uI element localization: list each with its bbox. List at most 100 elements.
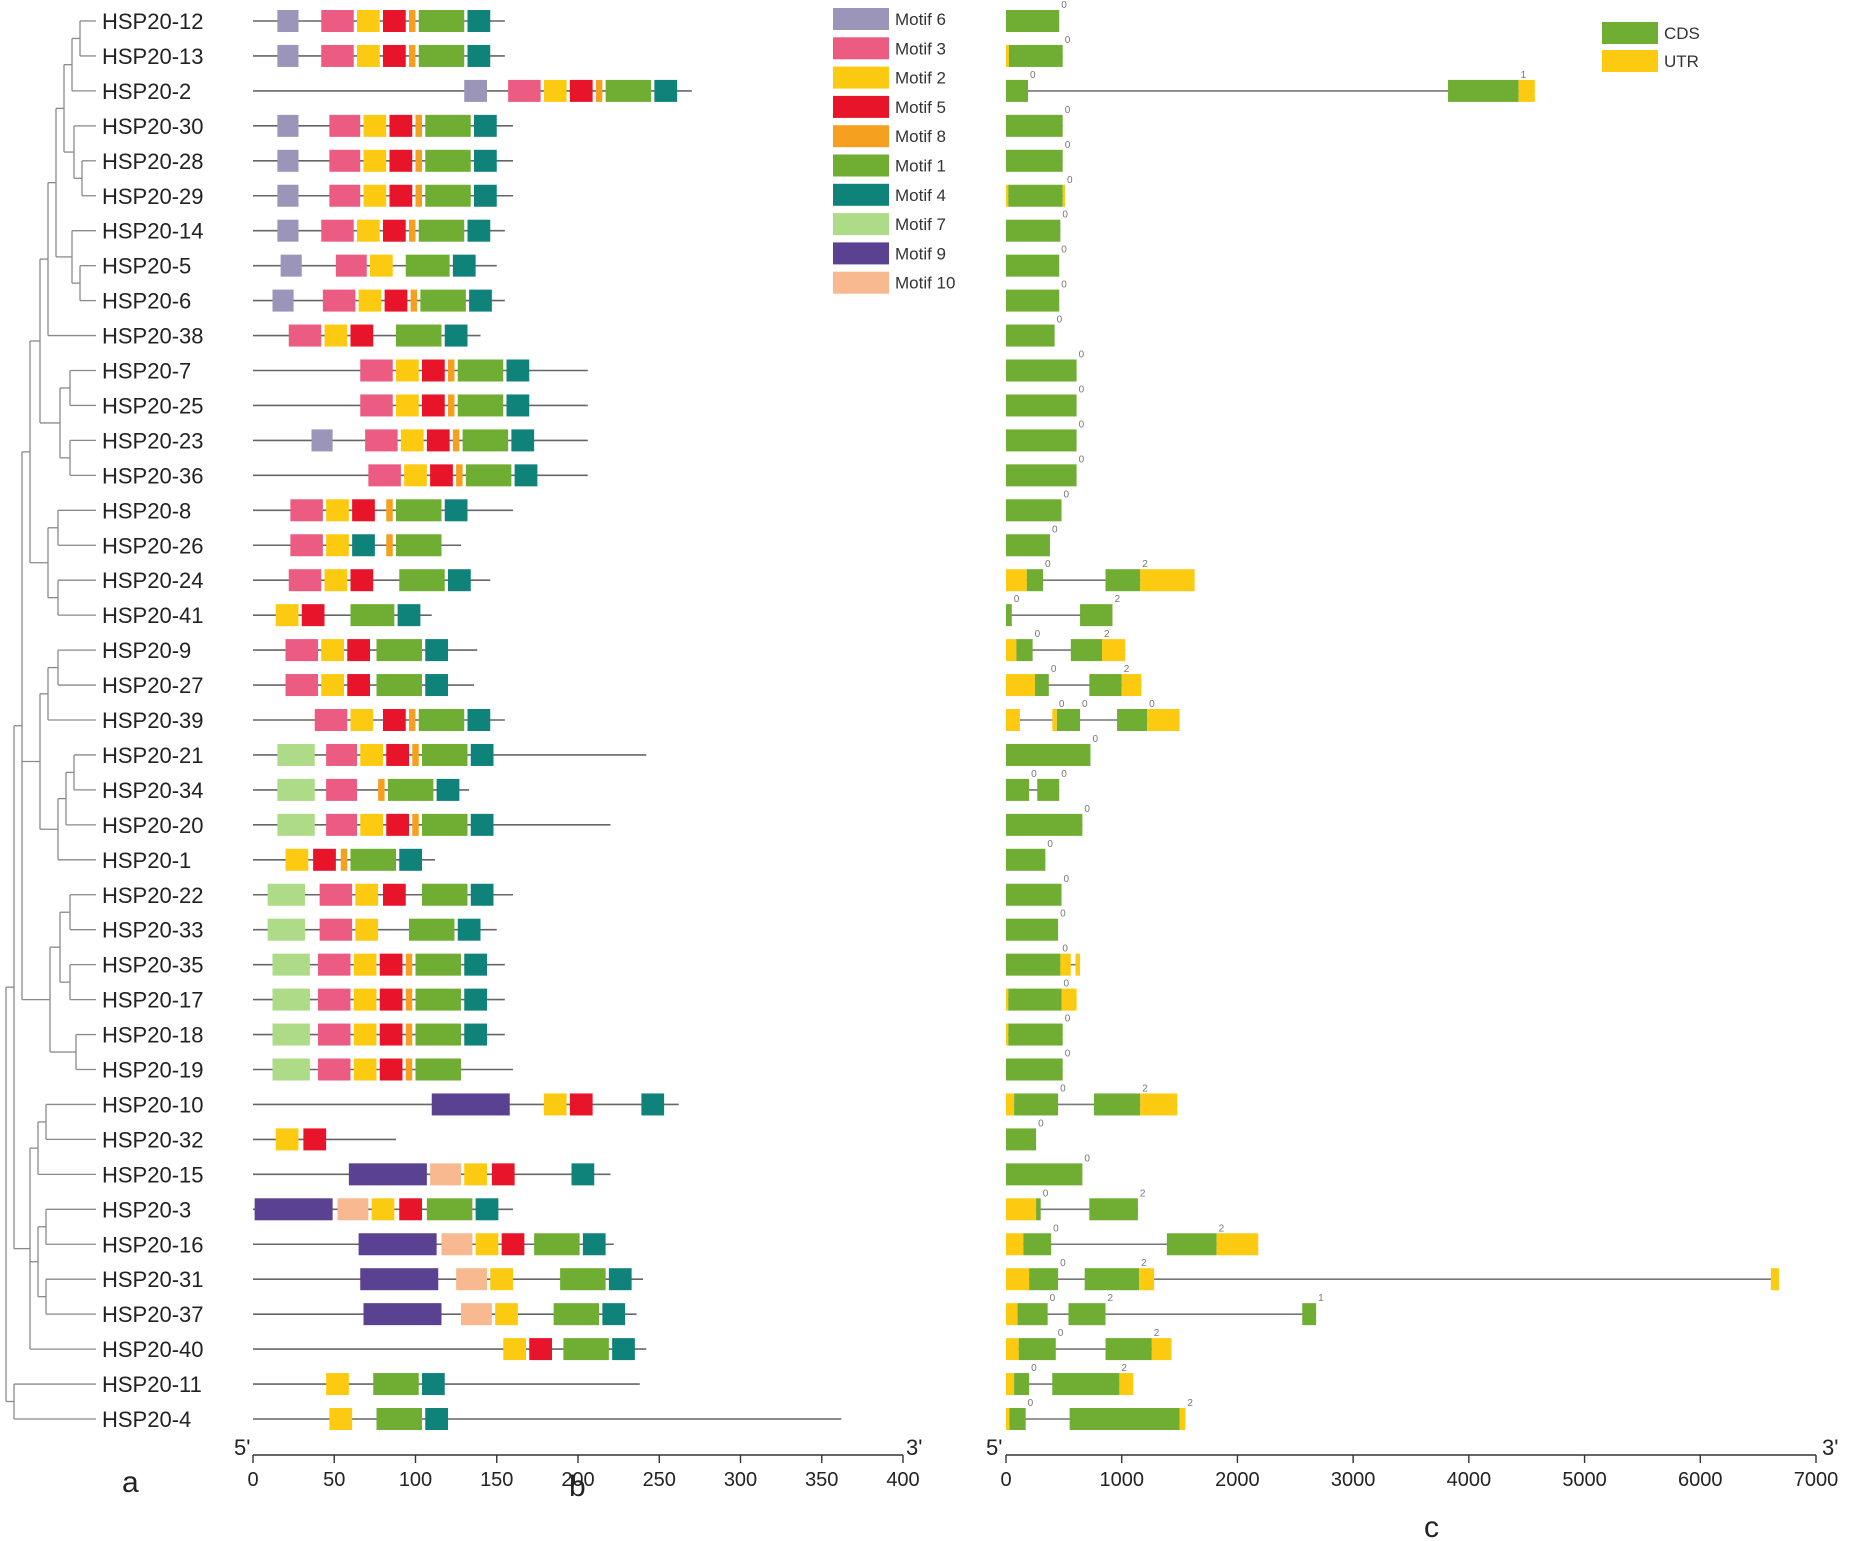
motif-block-m4 <box>457 918 481 941</box>
motif-block-m1 <box>425 149 471 172</box>
motif-block-m4 <box>448 569 471 592</box>
gene-labels: HSP20-12 HSP20-13 HSP20-2 HSP20-30 HSP20-28 H… <box>102 9 204 1432</box>
structure-axis-tick-label: 2000 <box>1215 1469 1260 1491</box>
motif-block-m8 <box>386 534 393 557</box>
cds-block <box>1006 219 1061 242</box>
utr-block <box>1518 79 1535 102</box>
motif-block-m5 <box>386 813 409 836</box>
gene-label: HSP20-19 <box>102 1058 204 1083</box>
cds-block <box>1008 1023 1063 1046</box>
motif-block-m3 <box>321 10 354 32</box>
intron-phase-label: 0 <box>1064 874 1070 885</box>
cds-block <box>1166 1233 1217 1256</box>
motif-block-m8 <box>409 709 416 731</box>
intron-phase-label: 0 <box>1084 804 1090 815</box>
panel-label-b: b <box>569 1470 586 1503</box>
motif-block-m3 <box>285 639 318 662</box>
utr-block <box>1052 709 1057 731</box>
intron-phase-label: 0 <box>1060 909 1066 920</box>
structure-axis-tick-label: 5000 <box>1562 1469 1607 1491</box>
motif-block-m2 <box>324 324 348 347</box>
gene-label: HSP20-26 <box>102 533 204 558</box>
utr-block <box>1151 1338 1172 1361</box>
motif-block-m4 <box>422 1373 445 1396</box>
intron-phase-label: 0 <box>1045 559 1051 570</box>
motif-block-m8 <box>410 289 418 312</box>
motif-block-m4 <box>470 883 494 906</box>
motif-block-m2 <box>353 1058 377 1081</box>
motif-block-m3 <box>319 883 353 906</box>
intron-phase-label: 0 <box>1028 1398 1034 1409</box>
motif-block-m3 <box>329 114 361 137</box>
cds-block <box>1006 1163 1083 1186</box>
motif-block-m1 <box>396 324 442 347</box>
motif-block-m1 <box>422 883 468 906</box>
motif-block-m3 <box>335 254 367 277</box>
utr-block <box>1006 44 1009 67</box>
cds-block <box>1036 1198 1041 1221</box>
motif-block-m1 <box>350 604 395 627</box>
motif-block-m4 <box>612 1338 635 1361</box>
motif-block-m4 <box>444 324 468 347</box>
gene-label: HSP20-36 <box>102 463 204 488</box>
motif-block-m8 <box>415 149 422 172</box>
motif-block-m4 <box>467 44 491 67</box>
motif-block-m8 <box>412 743 419 766</box>
motif-block-m2 <box>355 883 379 906</box>
motif-block-m1 <box>376 674 422 697</box>
motif-block-m8 <box>386 499 393 522</box>
legend-label-m2: Motif 2 <box>895 69 946 88</box>
utr-block <box>1006 1373 1015 1396</box>
motif-axis-tick-label: 300 <box>724 1469 757 1491</box>
motif-block-m2 <box>370 254 393 277</box>
motif-block-m5 <box>383 10 406 32</box>
gene-label: HSP20-35 <box>102 953 204 978</box>
motif-block-m5 <box>350 569 374 592</box>
cds-block <box>1006 953 1061 976</box>
motif-block-m7 <box>267 918 305 941</box>
motif-block-m4 <box>514 464 538 487</box>
motif-block-m3 <box>318 1058 351 1081</box>
motif-block-m5 <box>379 953 403 976</box>
motif-block-m2 <box>360 743 383 766</box>
gene-label: HSP20-6 <box>102 289 191 314</box>
motif-block-m2 <box>321 674 344 697</box>
cds-block <box>1017 1303 1048 1326</box>
intron-phase-label: 0 <box>1064 979 1070 990</box>
motif-block-m1 <box>465 464 512 487</box>
motif-block-m4 <box>474 184 497 207</box>
gene-label: HSP20-9 <box>102 638 191 663</box>
gene-label: HSP20-28 <box>102 149 204 174</box>
cds-block <box>1006 743 1091 766</box>
motif-block-m5 <box>383 709 406 731</box>
motif-block-m2 <box>353 988 377 1011</box>
motif-block-m1 <box>396 499 442 522</box>
motif-block-m8 <box>412 813 419 836</box>
intron-phase-label: 0 <box>1057 315 1063 326</box>
structure-axis-tick-label: 0 <box>1000 1469 1011 1491</box>
gene-label: HSP20-12 <box>102 9 204 34</box>
utr-block <box>1770 1268 1779 1291</box>
motif-block-m2 <box>357 219 380 242</box>
motif-block-m8 <box>409 219 416 242</box>
motif-block-m4 <box>474 114 497 137</box>
legend-swatch-m2 <box>833 66 889 89</box>
cds-block <box>1006 813 1083 836</box>
intron-phase-label: 0 <box>1079 384 1085 395</box>
motif-block-m3 <box>319 918 353 941</box>
motif-block-m8 <box>448 394 455 417</box>
cds-block <box>1006 604 1012 627</box>
utr-block <box>1140 1093 1178 1116</box>
motif-block-m7 <box>267 883 305 906</box>
utr-block <box>1062 184 1066 207</box>
motif-block-m6 <box>280 254 302 277</box>
gene-label: HSP20-15 <box>102 1162 204 1187</box>
motif-block-m1 <box>563 1338 609 1361</box>
legend-swatch-utr <box>1602 50 1658 72</box>
motif-block-m8 <box>340 848 348 871</box>
utr-block <box>1121 674 1142 697</box>
motif-block-m5 <box>379 988 403 1011</box>
motif-block-m5 <box>430 464 453 487</box>
utr-block <box>1006 1268 1030 1291</box>
utr-block <box>1006 1093 1015 1116</box>
